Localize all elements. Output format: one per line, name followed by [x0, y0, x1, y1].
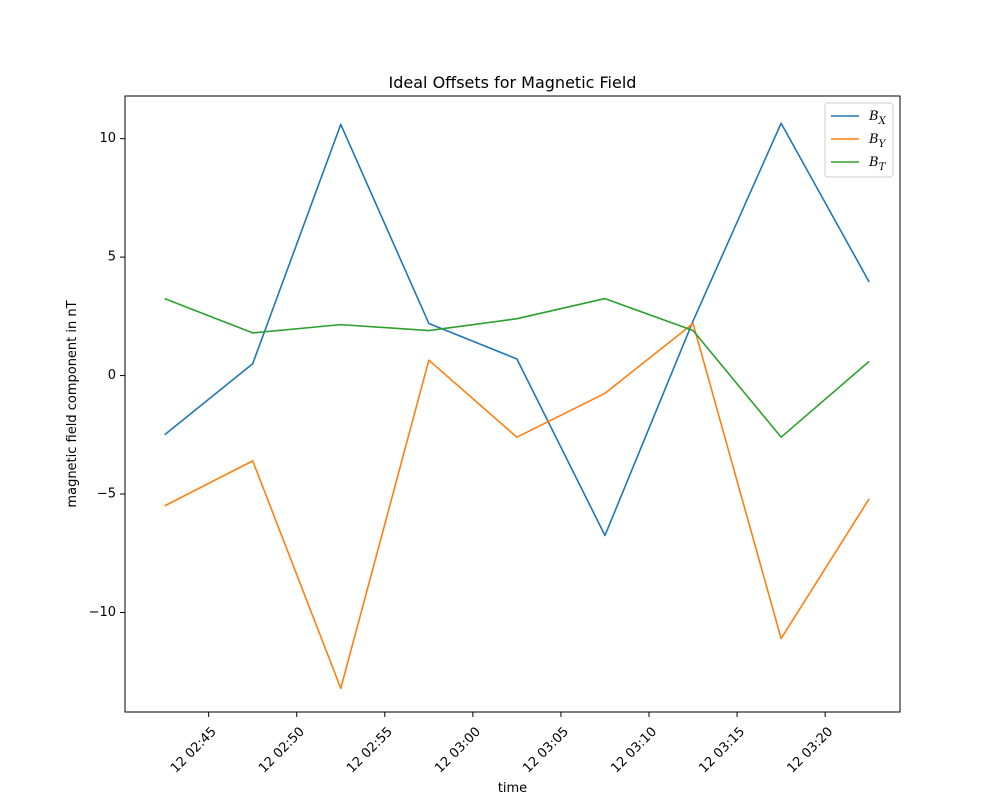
plot-frame: [124, 95, 901, 713]
plot-area: [124, 95, 901, 713]
legend-entry: BX: [868, 109, 887, 127]
y-tick-label: −10: [89, 605, 116, 620]
series-line-by: [164, 322, 870, 690]
x-axis-label: time: [498, 781, 527, 796]
legend-entry: BT: [868, 155, 887, 173]
y-axis-label: magnetic field component in nT: [65, 300, 80, 507]
series-line-bx: [164, 122, 870, 537]
chart-title: Ideal Offsets for Magnetic Field: [389, 73, 637, 92]
y-tick-label: −5: [97, 487, 116, 502]
y-axis: −10 −5 0 5 10: [89, 131, 125, 620]
legend: BX BY BT: [824, 102, 894, 178]
y-tick-label: 10: [99, 131, 116, 146]
y-tick-label: 0: [108, 368, 116, 383]
series-layer: [164, 122, 870, 690]
y-tick-label: 5: [108, 250, 116, 265]
series-line-bt: [164, 297, 870, 438]
legend-box: [824, 102, 894, 178]
legend-entry: BY: [868, 132, 887, 150]
